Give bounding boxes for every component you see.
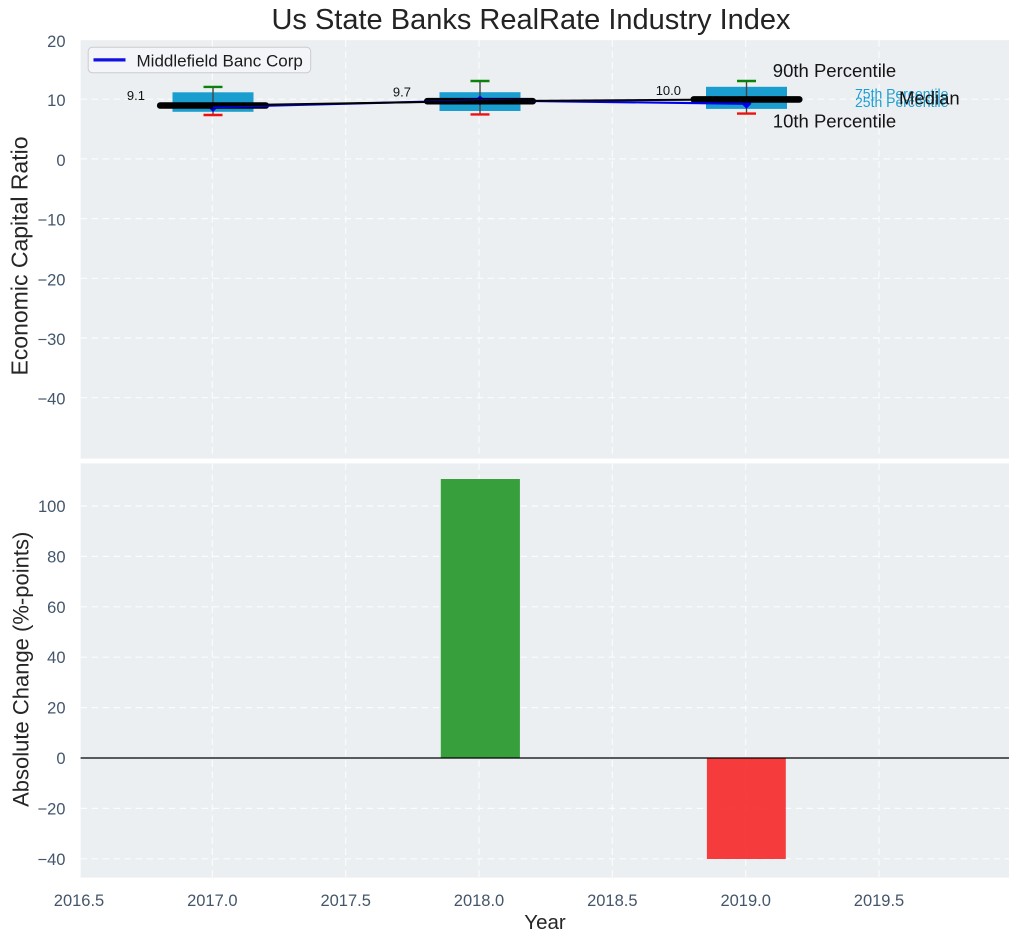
svg-text:Median: Median	[899, 88, 960, 109]
svg-text:−20: −20	[38, 800, 66, 818]
svg-text:10: 10	[47, 92, 65, 110]
svg-text:Year: Year	[524, 911, 566, 934]
svg-text:−40: −40	[38, 391, 66, 409]
svg-text:−20: −20	[38, 271, 66, 289]
svg-text:10.0: 10.0	[656, 83, 681, 98]
svg-text:2017.5: 2017.5	[320, 892, 370, 910]
svg-text:2019.0: 2019.0	[720, 892, 770, 910]
svg-text:0: 0	[56, 152, 65, 170]
svg-text:10th Percentile: 10th Percentile	[773, 111, 896, 132]
svg-text:90th Percentile: 90th Percentile	[773, 60, 896, 81]
svg-text:60: 60	[47, 599, 65, 617]
svg-text:Middlefield Banc Corp: Middlefield Banc Corp	[137, 51, 303, 70]
svg-text:40: 40	[47, 649, 65, 667]
svg-text:9.7: 9.7	[393, 84, 411, 99]
svg-text:20: 20	[47, 700, 65, 718]
svg-text:−40: −40	[38, 851, 66, 869]
svg-text:−30: −30	[38, 331, 66, 349]
svg-text:2019.5: 2019.5	[854, 892, 904, 910]
svg-text:100: 100	[38, 498, 66, 516]
svg-text:Economic Capital Ratio: Economic Capital Ratio	[7, 136, 33, 375]
svg-text:0: 0	[56, 750, 65, 768]
svg-text:2018.0: 2018.0	[454, 892, 504, 910]
svg-text:25th Percentile: 25th Percentile	[855, 94, 949, 110]
svg-text:20: 20	[47, 33, 65, 51]
svg-text:9.1: 9.1	[127, 88, 145, 103]
svg-text:−10: −10	[38, 212, 66, 230]
svg-text:Absolute Change (%-points): Absolute Change (%-points)	[9, 532, 34, 807]
svg-text:2018.5: 2018.5	[587, 892, 637, 910]
svg-text:75th Percentile: 75th Percentile	[855, 85, 949, 101]
svg-text:80: 80	[47, 548, 65, 566]
svg-text:2017.0: 2017.0	[187, 892, 237, 910]
svg-text:Us State Banks RealRate Indust: Us State Banks RealRate Industry Index	[271, 4, 791, 36]
svg-text:2016.5: 2016.5	[54, 892, 104, 910]
